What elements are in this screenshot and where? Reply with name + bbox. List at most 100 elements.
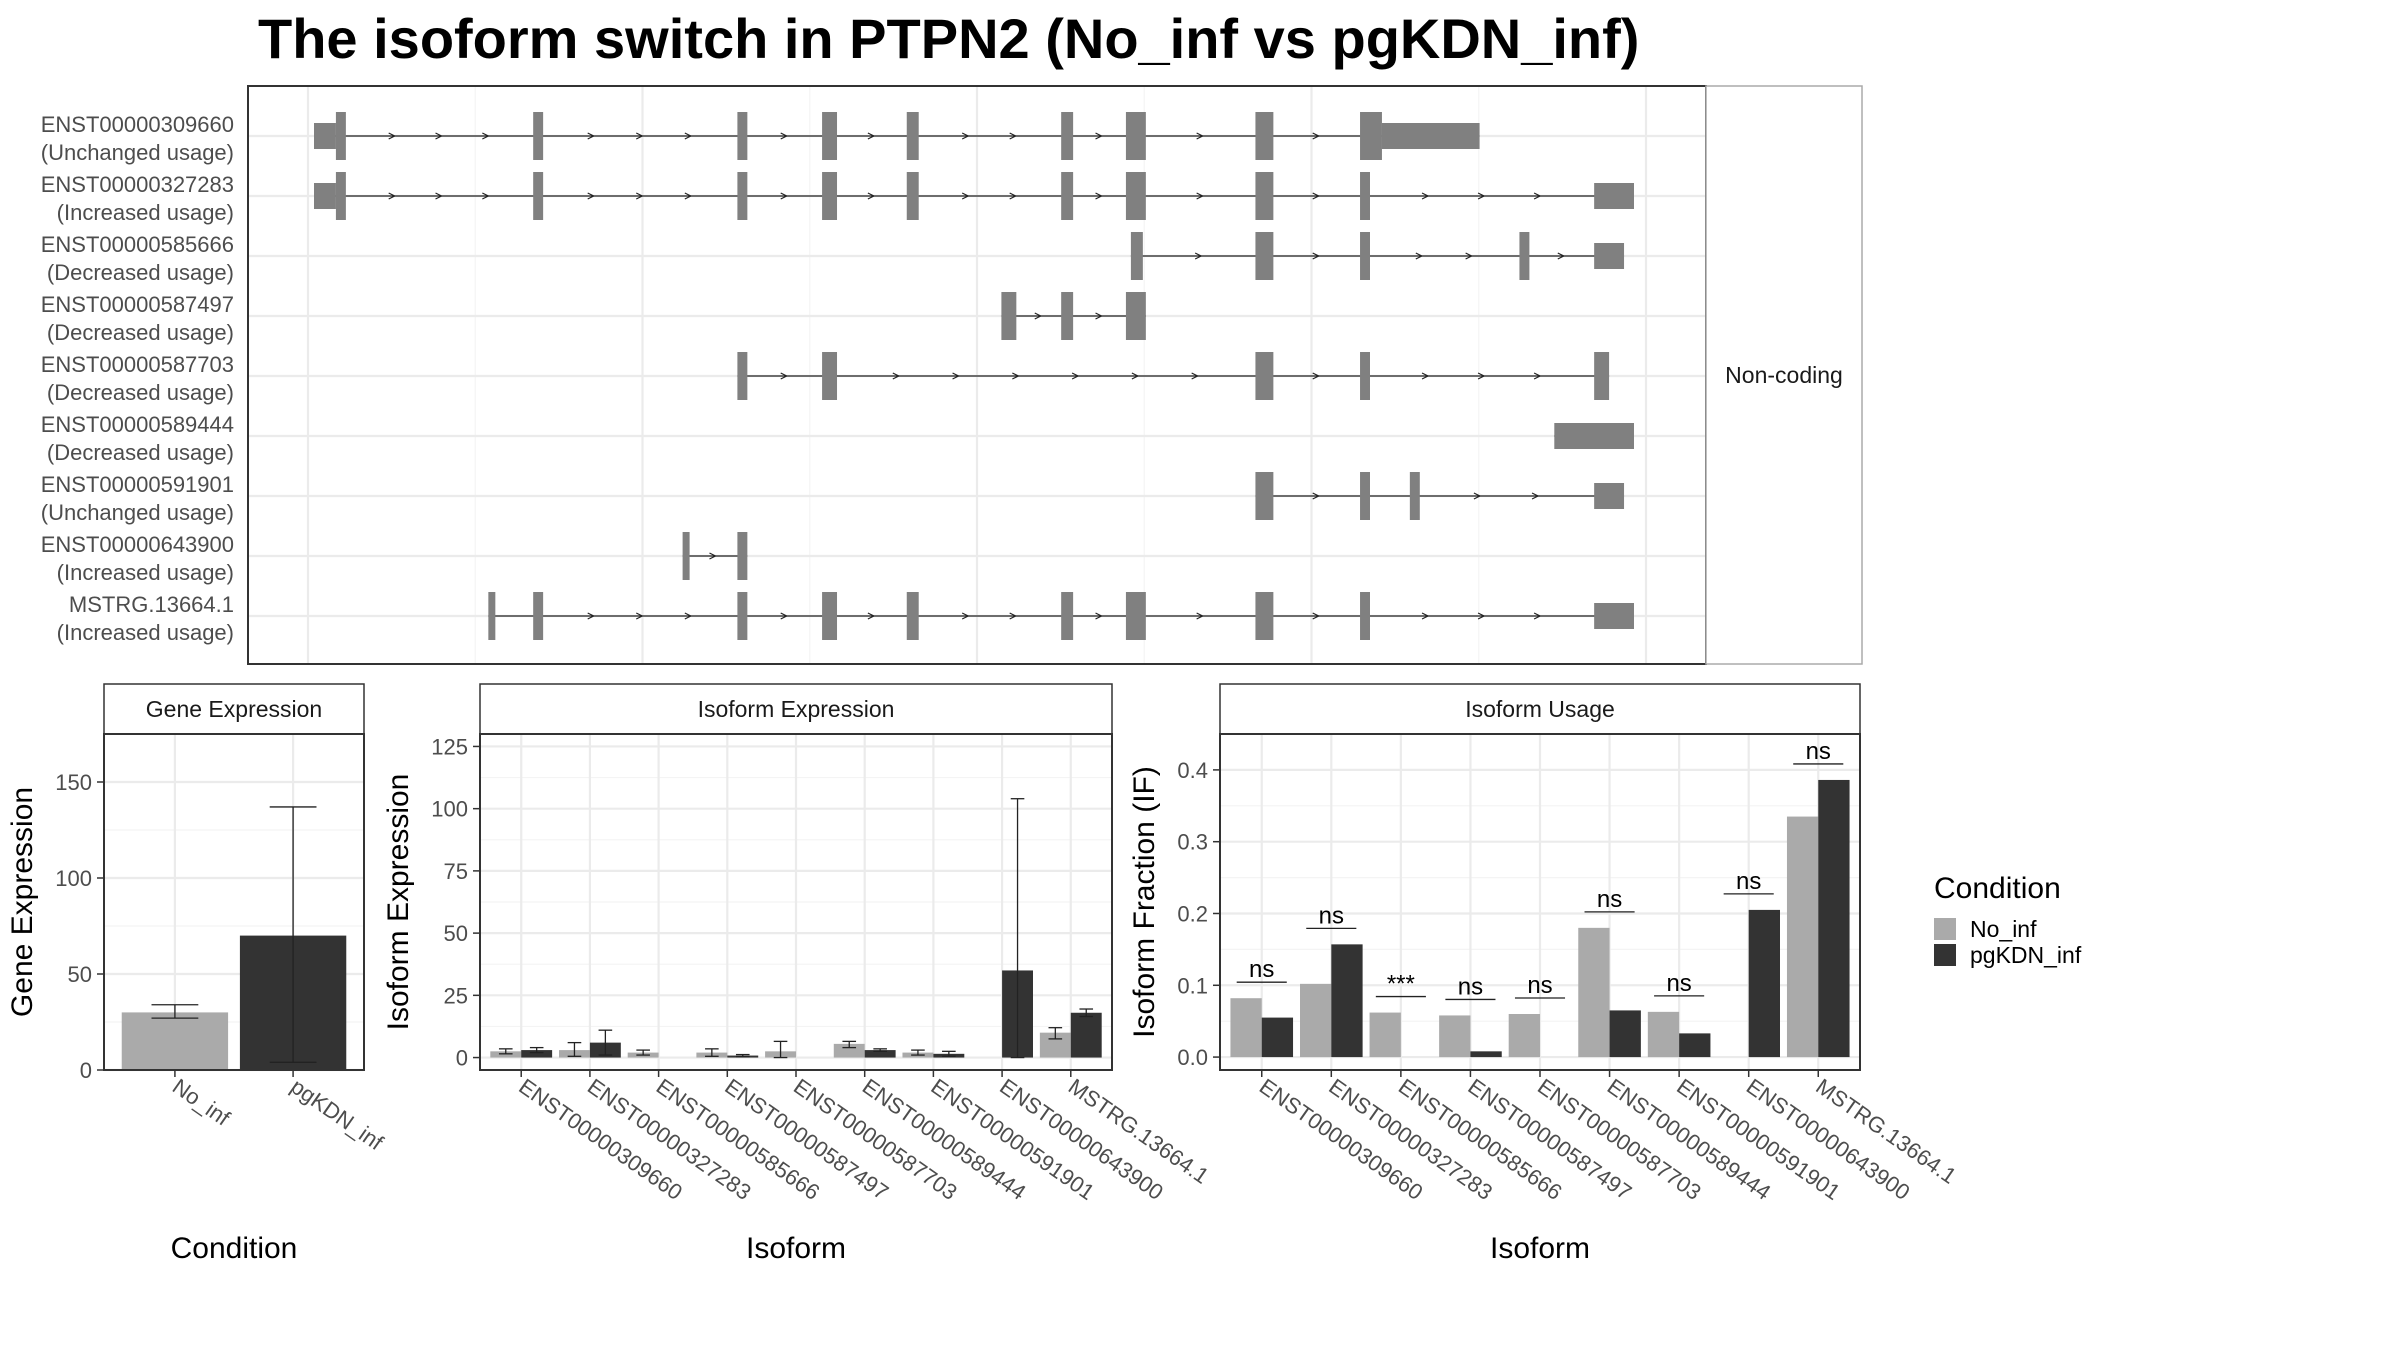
isoform-id-label: ENST00000585666 <box>41 232 234 257</box>
exon <box>1125 112 1146 160</box>
intron-arrow <box>867 132 876 140</box>
bar <box>1470 1051 1502 1058</box>
legend-label: pgKDN_inf <box>1970 942 2082 968</box>
exon <box>1360 592 1370 640</box>
exon <box>335 112 346 160</box>
significance-label: ns <box>1597 886 1622 913</box>
exon <box>1594 352 1610 400</box>
isoform-id-label: ENST00000643900 <box>41 532 234 557</box>
exon <box>533 112 544 160</box>
exon <box>1061 292 1074 340</box>
exon <box>682 532 690 580</box>
y-tick-label: 0.3 <box>1177 830 1208 855</box>
isoform-track <box>1554 423 1634 449</box>
significance-label: *** <box>1387 971 1415 998</box>
bar <box>1369 1012 1401 1058</box>
exon <box>314 183 336 209</box>
exon <box>1594 603 1634 629</box>
exon <box>1360 172 1370 220</box>
exon <box>822 112 838 160</box>
intron-arrow <box>635 192 644 200</box>
intron-arrow <box>1196 132 1204 140</box>
exon <box>1554 423 1634 449</box>
exon <box>822 172 838 220</box>
intron-arrow <box>482 132 490 140</box>
isoform-track <box>314 112 1480 160</box>
bar <box>1609 1010 1641 1058</box>
exon <box>533 172 544 220</box>
y-tick-label: 50 <box>68 962 92 987</box>
chart-title: The isoform switch in PTPN2 (No_inf vs p… <box>258 7 1640 70</box>
intron-arrow <box>961 612 970 620</box>
intron-arrow <box>1196 192 1204 200</box>
panel-border <box>479 733 1113 1071</box>
y-axis-title: Isoform Expression <box>382 774 415 1031</box>
exon <box>1061 592 1074 640</box>
intron-arrow <box>709 552 717 560</box>
y-tick-label: 50 <box>444 921 468 946</box>
exon <box>1360 232 1370 280</box>
exon <box>1255 172 1274 220</box>
isoform-usage-label: (Unchanged usage) <box>41 140 234 165</box>
intron-arrow <box>1312 192 1321 200</box>
exon <box>1594 183 1634 209</box>
intron-arrow <box>482 192 490 200</box>
intron-arrow <box>1009 192 1018 200</box>
exon <box>1001 292 1017 340</box>
exon <box>906 112 919 160</box>
significance-label: ns <box>1458 973 1483 1000</box>
exon <box>1360 112 1382 160</box>
exon <box>533 592 544 640</box>
intron-arrow <box>1095 192 1103 200</box>
isoform-track <box>682 532 748 580</box>
legend-swatch <box>1934 944 1956 966</box>
exon <box>737 172 748 220</box>
bar <box>521 1050 553 1058</box>
exon <box>1594 243 1625 269</box>
exon <box>822 592 838 640</box>
intron-arrow <box>780 192 789 200</box>
exon <box>1125 172 1146 220</box>
isoform-id-label: ENST00000309660 <box>41 112 234 137</box>
intron-arrow <box>435 132 443 140</box>
intron-arrow <box>1477 192 1486 200</box>
intron-arrow <box>1421 372 1430 380</box>
bar <box>1786 816 1819 1058</box>
bar <box>1679 1033 1711 1058</box>
intron-arrow <box>1194 252 1203 260</box>
bar <box>1508 1014 1540 1058</box>
exon <box>1255 112 1274 160</box>
intron-arrow <box>867 612 876 620</box>
isoform-track <box>488 592 1634 640</box>
intron-arrow <box>1477 612 1486 620</box>
significance-label: ns <box>1527 972 1552 999</box>
intron-arrow <box>1095 312 1103 320</box>
isoform-usage-label: (Unchanged usage) <box>41 500 234 525</box>
intron-arrow <box>435 192 443 200</box>
isoform-track <box>1255 472 1625 520</box>
intron-arrow <box>1312 132 1321 140</box>
isoform-usage-label: (Decreased usage) <box>47 440 234 465</box>
x-tick-label: No_inf <box>168 1074 235 1131</box>
intron-arrow <box>1009 612 1018 620</box>
y-tick-label: 100 <box>55 866 92 891</box>
panel-title: Isoform Usage <box>1465 696 1615 722</box>
y-tick-label: 100 <box>431 797 468 822</box>
legend-title: Condition <box>1934 872 2061 905</box>
intron-arrow <box>1533 612 1542 620</box>
exon <box>906 592 919 640</box>
exon <box>1255 592 1274 640</box>
exon <box>488 592 496 640</box>
intron-arrow <box>1465 252 1473 260</box>
intron-arrow <box>1557 252 1566 260</box>
panel-border <box>103 733 365 1071</box>
intron-arrow <box>635 132 644 140</box>
exon <box>737 112 748 160</box>
bar <box>1578 927 1610 1058</box>
strip-label: Non-coding <box>1725 362 1843 388</box>
panel-title: Isoform Expression <box>698 696 895 722</box>
x-axis-title: Isoform <box>746 1232 846 1265</box>
significance-label: ns <box>1666 970 1691 997</box>
intron-arrow <box>1473 492 1482 500</box>
